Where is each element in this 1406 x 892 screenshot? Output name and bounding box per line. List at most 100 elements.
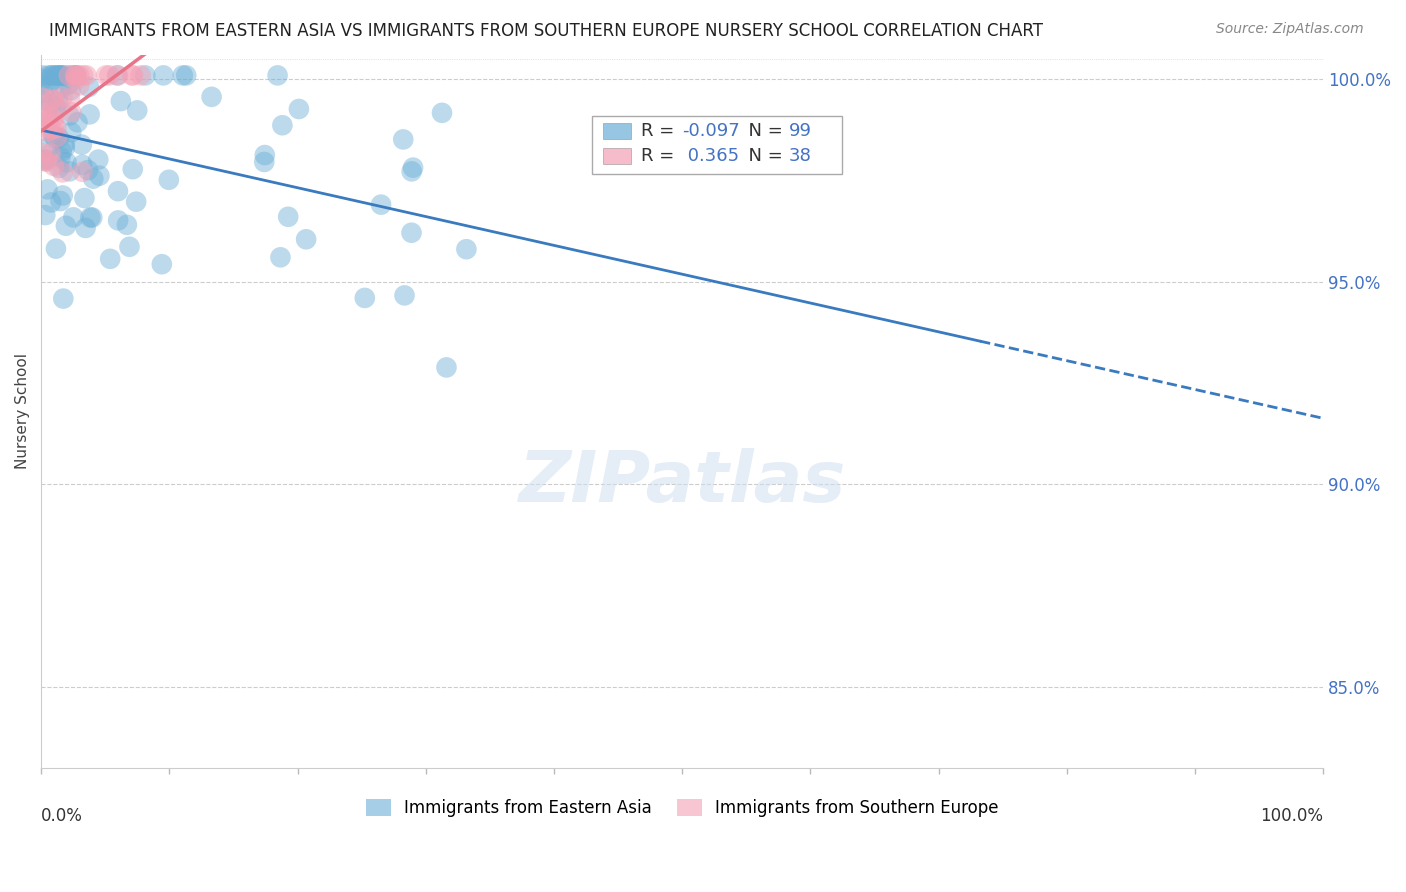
Point: [72, 158, 94, 172]
Point: [65, 69, 87, 83]
Point: [79, 107, 101, 121]
Point: [55, 219, 77, 233]
Point: [65, 69, 87, 83]
Point: [32, 72, 55, 87]
Point: [34, 153, 56, 167]
Point: [38, 108, 60, 122]
Point: [253, 155, 276, 169]
Point: [77, 80, 100, 95]
Point: [39, 146, 62, 161]
Point: [70, 137, 93, 152]
Point: [65, 69, 87, 83]
Point: [94, 69, 117, 83]
Point: [45, 242, 67, 256]
Point: [49, 150, 72, 164]
Point: [37, 182, 59, 196]
Point: [41, 74, 63, 88]
Point: [76, 69, 98, 83]
Text: IMMIGRANTS FROM EASTERN ASIA VS IMMIGRANTS FROM SOUTHERN EUROPE NURSERY SCHOOL C: IMMIGRANTS FROM EASTERN ASIA VS IMMIGRAN…: [49, 22, 1043, 40]
Point: [42, 112, 65, 126]
Point: [105, 69, 128, 83]
Point: [107, 184, 129, 198]
Point: [456, 242, 478, 256]
Point: [37, 125, 59, 139]
Point: [98, 69, 121, 83]
Point: [60, 125, 83, 139]
FancyBboxPatch shape: [592, 116, 842, 174]
Legend: Immigrants from Eastern Asia, Immigrants from Southern Europe: Immigrants from Eastern Asia, Immigrants…: [359, 792, 1005, 823]
Point: [72, 165, 94, 179]
Point: [35, 154, 58, 169]
Point: [48, 130, 70, 145]
Point: [401, 226, 423, 240]
Point: [31, 69, 53, 83]
Point: [35, 154, 58, 169]
Point: [67, 69, 90, 83]
Point: [430, 106, 453, 120]
Point: [107, 69, 129, 83]
Point: [200, 90, 222, 104]
Point: [127, 103, 149, 118]
Text: R =: R =: [641, 147, 681, 165]
Point: [75, 221, 97, 235]
Point: [41, 93, 63, 107]
Point: [53, 141, 76, 155]
Point: [58, 69, 80, 83]
Text: R =: R =: [641, 121, 681, 140]
Text: -0.097: -0.097: [682, 121, 740, 140]
Point: [46, 95, 69, 109]
Point: [41, 122, 63, 136]
Point: [34, 208, 56, 222]
Point: [89, 169, 111, 183]
Text: 99: 99: [789, 121, 811, 140]
Point: [52, 188, 75, 202]
Point: [48, 161, 70, 175]
Point: [271, 118, 294, 132]
Point: [67, 78, 90, 93]
Point: [41, 69, 63, 83]
Bar: [603, 123, 631, 138]
Point: [45, 69, 67, 83]
Point: [59, 91, 82, 105]
Point: [49, 69, 72, 83]
Point: [38, 140, 60, 154]
Point: [51, 69, 73, 83]
Bar: [603, 148, 631, 164]
Point: [58, 164, 80, 178]
Point: [41, 97, 63, 112]
Point: [32, 86, 55, 100]
Point: [52, 90, 75, 104]
Point: [42, 128, 65, 143]
Point: [65, 72, 87, 87]
Point: [37, 78, 59, 93]
Point: [32, 153, 55, 168]
Point: [31, 109, 53, 123]
Point: [52, 165, 75, 179]
Point: [370, 197, 392, 211]
Point: [44, 131, 66, 145]
Point: [58, 109, 80, 123]
Point: [269, 250, 291, 264]
Point: [98, 252, 121, 266]
Point: [157, 173, 180, 187]
Point: [115, 218, 138, 232]
Point: [62, 211, 84, 225]
Point: [38, 112, 60, 126]
Point: [150, 257, 173, 271]
Point: [39, 195, 62, 210]
Point: [66, 115, 89, 129]
Point: [73, 191, 96, 205]
Point: [31, 90, 53, 104]
Point: [121, 69, 143, 83]
Point: [295, 232, 318, 246]
Point: [129, 69, 152, 83]
Point: [394, 288, 416, 302]
Point: [46, 69, 69, 83]
Point: [121, 162, 143, 177]
Text: N =: N =: [737, 121, 789, 140]
Point: [51, 81, 73, 95]
Point: [125, 194, 148, 209]
Point: [392, 132, 415, 146]
Point: [122, 69, 145, 83]
Point: [38, 69, 60, 83]
